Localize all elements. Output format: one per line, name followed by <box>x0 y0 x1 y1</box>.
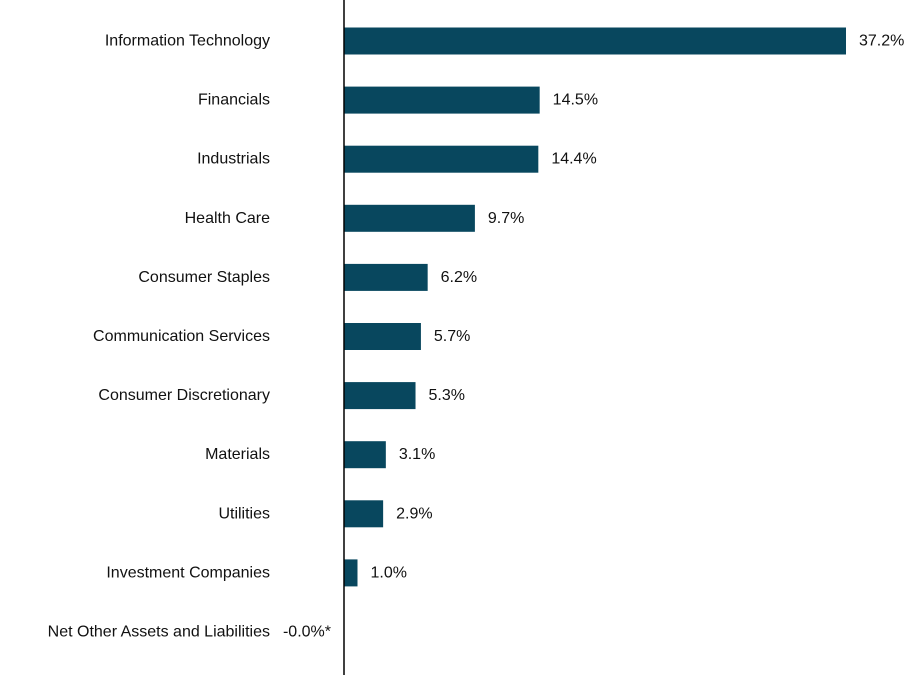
bar-utilities <box>344 500 384 528</box>
category-label-consumer-staples: Consumer Staples <box>138 269 270 286</box>
value-label-communication-services: 5.7% <box>434 328 470 345</box>
category-label-communication-services: Communication Services <box>93 328 270 345</box>
bar-information-technology <box>344 27 846 55</box>
bars-layer <box>344 27 846 587</box>
category-label-financials: Financials <box>198 92 270 109</box>
value-label-utilities: 2.9% <box>396 505 432 522</box>
category-label-information-technology: Information Technology <box>105 33 270 50</box>
category-label-net-other-assets-and-liabilities: Net Other Assets and Liabilities <box>48 624 270 641</box>
value-label-financials: 14.5% <box>553 92 598 109</box>
bar-materials <box>344 441 386 469</box>
bar-consumer-staples <box>344 263 428 291</box>
bar-health-care <box>344 204 475 232</box>
category-label-investment-companies: Investment Companies <box>106 564 270 581</box>
value-label-net-other-assets-and-liabilities: -0.0%* <box>283 624 331 641</box>
category-label-materials: Materials <box>205 446 270 463</box>
category-label-health-care: Health Care <box>185 210 270 227</box>
bar-investment-companies <box>344 559 358 587</box>
category-label-industrials: Industrials <box>197 151 270 168</box>
value-label-materials: 3.1% <box>399 446 435 463</box>
bar-financials <box>344 86 540 114</box>
value-label-consumer-staples: 6.2% <box>441 269 477 286</box>
value-label-consumer-discretionary: 5.3% <box>429 387 465 404</box>
value-label-information-technology: 37.2% <box>859 33 904 50</box>
value-label-industrials: 14.4% <box>551 151 596 168</box>
bar-industrials <box>344 145 539 173</box>
category-label-consumer-discretionary: Consumer Discretionary <box>98 387 270 404</box>
category-label-utilities: Utilities <box>218 505 270 522</box>
value-label-investment-companies: 1.0% <box>370 564 406 581</box>
labels-layer: Information Technology 37.2% Financials 14.… <box>48 33 905 641</box>
bar-consumer-discretionary <box>344 382 416 410</box>
value-label-health-care: 9.7% <box>488 210 524 227</box>
bar-communication-services <box>344 323 421 350</box>
